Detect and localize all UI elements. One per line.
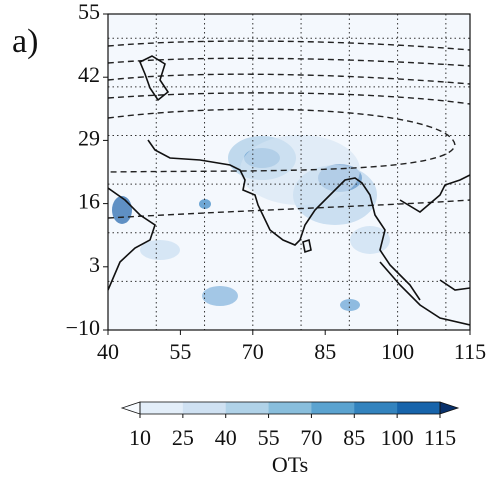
map-frame — [107, 13, 471, 331]
colorbar-tick-label: 40 — [215, 425, 237, 450]
x-tick-label: 115 — [454, 339, 486, 364]
colorbar-segment — [268, 402, 312, 414]
y-tick-label: 42 — [78, 62, 100, 87]
colorbar-tick-label: 85 — [343, 425, 365, 450]
y-tick-label: −10 — [66, 315, 100, 340]
colorbar-segment — [354, 402, 398, 414]
colorbar-extend-high — [439, 401, 460, 415]
colorbar-tick-label: 10 — [129, 425, 151, 450]
colorbar-tick-label: 115 — [424, 425, 456, 450]
x-tick-label: 40 — [97, 339, 119, 364]
colorbar-tick-label: 70 — [300, 425, 322, 450]
y-tick-label: 3 — [89, 252, 100, 277]
colorbar-label: OTs — [272, 452, 308, 477]
x-tick-label: 70 — [242, 339, 264, 364]
colorbar-frame — [139, 401, 441, 415]
x-tick-label: 85 — [314, 339, 336, 364]
colorbar-tick-label: 55 — [258, 425, 280, 450]
geopotential-contours — [108, 40, 470, 219]
y-tick-label: 29 — [78, 125, 100, 150]
colorbar-segment — [397, 402, 441, 414]
colorbar-segment — [225, 402, 270, 414]
y-tick-label: 16 — [78, 189, 100, 214]
panel-label: a) — [12, 23, 38, 60]
colorbar-segment — [182, 402, 227, 414]
coastlines — [108, 55, 470, 326]
colorbar-segment — [311, 402, 355, 414]
colorbar-tick-label: 100 — [381, 425, 414, 450]
ot-density — [112, 135, 390, 311]
colorbar-segment — [140, 402, 184, 414]
colorbar-tick-label: 25 — [172, 425, 194, 450]
y-tick-label: 55 — [78, 0, 100, 24]
x-tick-label: 100 — [381, 339, 414, 364]
colorbar-extend-low — [120, 401, 141, 415]
x-tick-label: 55 — [169, 339, 191, 364]
